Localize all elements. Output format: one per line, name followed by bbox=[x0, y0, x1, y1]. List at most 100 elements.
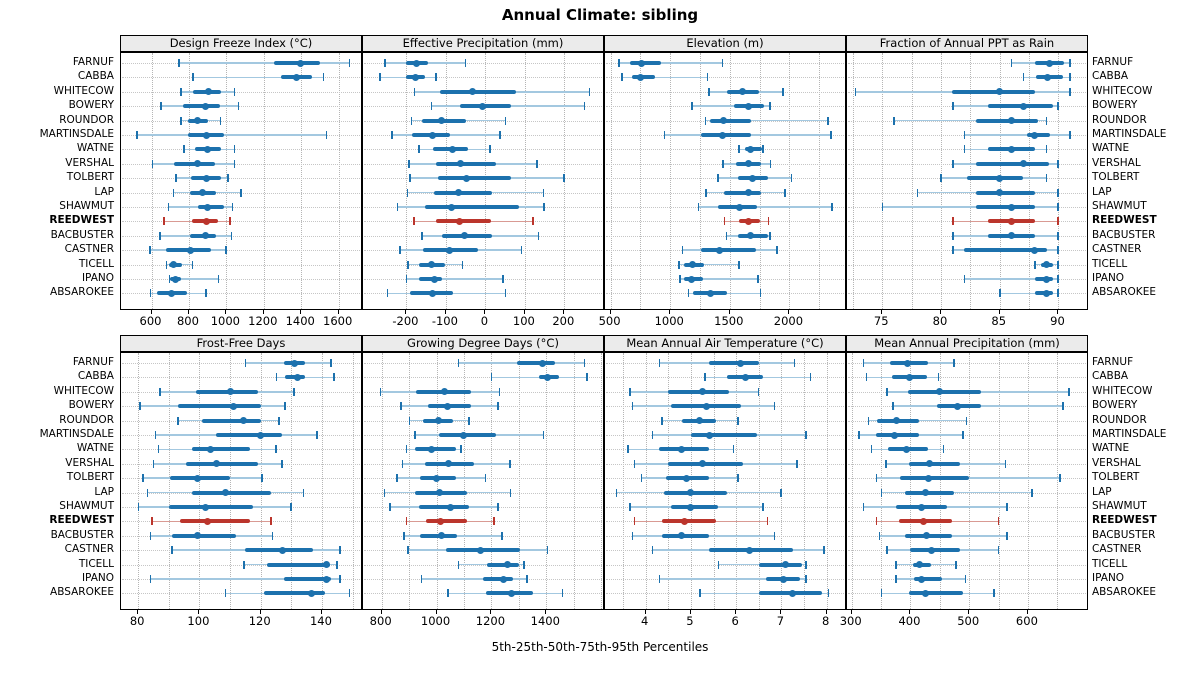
station-label-left: FARNUF bbox=[72, 356, 114, 368]
median-dot bbox=[892, 417, 900, 425]
whisker-cap-high bbox=[322, 73, 325, 82]
axis-tick-label: 1500 bbox=[714, 314, 744, 328]
median-dot bbox=[1031, 246, 1039, 254]
station-label-left: CASTNER bbox=[64, 243, 114, 256]
median-dot bbox=[503, 561, 511, 569]
whisker-cap-low bbox=[875, 517, 878, 526]
iqr-bar bbox=[700, 248, 757, 253]
whisker-cap-high bbox=[757, 275, 759, 283]
station-label-left: WATNE bbox=[76, 442, 114, 455]
median-dot bbox=[924, 474, 932, 482]
station-label-right: IPANO bbox=[1092, 572, 1125, 584]
median-dot bbox=[680, 517, 688, 525]
row-guideline bbox=[122, 221, 360, 223]
gridline bbox=[445, 53, 447, 309]
whisker-cap-low bbox=[157, 445, 160, 454]
axis-tick-mark bbox=[545, 610, 547, 614]
row-guideline bbox=[122, 264, 360, 266]
station-label-right: MARTINSDALE bbox=[1092, 128, 1167, 140]
whisker-cap-low bbox=[396, 474, 398, 483]
whisker-cap-high bbox=[823, 546, 825, 555]
whisker-cap-high bbox=[281, 459, 283, 468]
row-guideline bbox=[122, 279, 360, 280]
whisker-cap-low bbox=[963, 131, 966, 139]
gridline bbox=[804, 353, 806, 609]
median-dot bbox=[167, 289, 175, 297]
station-label-left: MARTINSDALE bbox=[39, 428, 114, 440]
median-dot bbox=[203, 517, 211, 525]
gridline bbox=[1058, 53, 1060, 309]
whisker-line bbox=[136, 134, 327, 136]
axis-tick-label: 80 bbox=[932, 314, 948, 328]
axis-tick-label: 100 bbox=[512, 314, 535, 328]
median-dot bbox=[637, 59, 645, 67]
gridline bbox=[151, 53, 153, 309]
whisker-cap-low bbox=[180, 116, 182, 125]
whisker-cap-high bbox=[493, 517, 495, 526]
whisker-cap-high bbox=[284, 402, 286, 411]
median-dot bbox=[736, 203, 744, 211]
whisker-cap-high bbox=[230, 231, 233, 240]
whisker-cap-high bbox=[1062, 402, 1064, 411]
median-dot bbox=[206, 445, 214, 453]
whisker-line bbox=[421, 578, 528, 580]
gridline bbox=[969, 353, 971, 609]
axis-tick-label: 8 bbox=[821, 614, 830, 628]
whisker-cap-high bbox=[773, 402, 776, 411]
axis-tick-mark bbox=[669, 310, 671, 314]
row-guideline bbox=[848, 435, 1086, 436]
whisker-cap-high bbox=[737, 474, 739, 483]
median-dot bbox=[780, 575, 788, 583]
whisker-cap-high bbox=[302, 488, 305, 497]
whisker-cap-low bbox=[379, 387, 382, 396]
axis-tick-label: 0 bbox=[480, 314, 489, 328]
station-label-left: MARTINSDALE bbox=[39, 128, 114, 140]
iqr-bar bbox=[437, 176, 511, 181]
iqr-bar bbox=[910, 548, 960, 553]
station-label-right: CASTNER bbox=[1092, 243, 1142, 256]
whisker-cap-high bbox=[583, 359, 586, 367]
median-dot bbox=[703, 402, 711, 410]
whisker-cap-low bbox=[681, 246, 684, 255]
axis-tick-mark bbox=[435, 610, 437, 614]
gridline bbox=[826, 353, 828, 609]
median-dot bbox=[928, 546, 936, 554]
whisker-line bbox=[678, 263, 740, 266]
median-dot bbox=[996, 88, 1004, 96]
gridline bbox=[338, 53, 340, 309]
whisker-cap-high bbox=[953, 359, 955, 367]
row-guideline bbox=[364, 420, 602, 422]
whisker-cap-low bbox=[862, 359, 865, 367]
whisker-cap-low bbox=[892, 402, 894, 411]
whisker-cap-high bbox=[233, 159, 236, 168]
median-dot bbox=[437, 517, 445, 525]
whisker-cap-low bbox=[999, 289, 1001, 298]
page-title: Annual Climate: sibling bbox=[501, 6, 699, 24]
iqr-bar bbox=[976, 190, 1035, 195]
gridline bbox=[1027, 353, 1029, 609]
station-label-right: BACBUSTER bbox=[1092, 528, 1156, 541]
station-label-right: WHITECOW bbox=[1092, 84, 1153, 97]
axis-tick-label: 4 bbox=[641, 614, 649, 628]
axis-tick-label: 75 bbox=[873, 314, 889, 328]
whisker-cap-low bbox=[615, 488, 618, 497]
whisker-cap-low bbox=[414, 431, 416, 439]
median-dot bbox=[748, 174, 756, 182]
row-guideline bbox=[848, 579, 1086, 580]
station-label-left: CABBA bbox=[77, 370, 114, 383]
iqr-bar bbox=[283, 577, 332, 581]
median-dot bbox=[203, 174, 211, 182]
iqr-bar bbox=[700, 133, 751, 137]
row-guideline bbox=[606, 63, 844, 64]
whisker-cap-high bbox=[290, 503, 292, 511]
median-dot bbox=[323, 561, 331, 569]
median-dot bbox=[205, 88, 213, 96]
whisker-cap-high bbox=[1069, 87, 1071, 96]
median-dot bbox=[744, 189, 752, 197]
axis-tick-mark bbox=[405, 310, 407, 314]
station-label-right: SHAWMUT bbox=[1092, 200, 1147, 212]
whisker-cap-high bbox=[461, 260, 464, 269]
median-dot bbox=[705, 431, 713, 439]
axis-tick-label: 500 bbox=[598, 314, 621, 328]
